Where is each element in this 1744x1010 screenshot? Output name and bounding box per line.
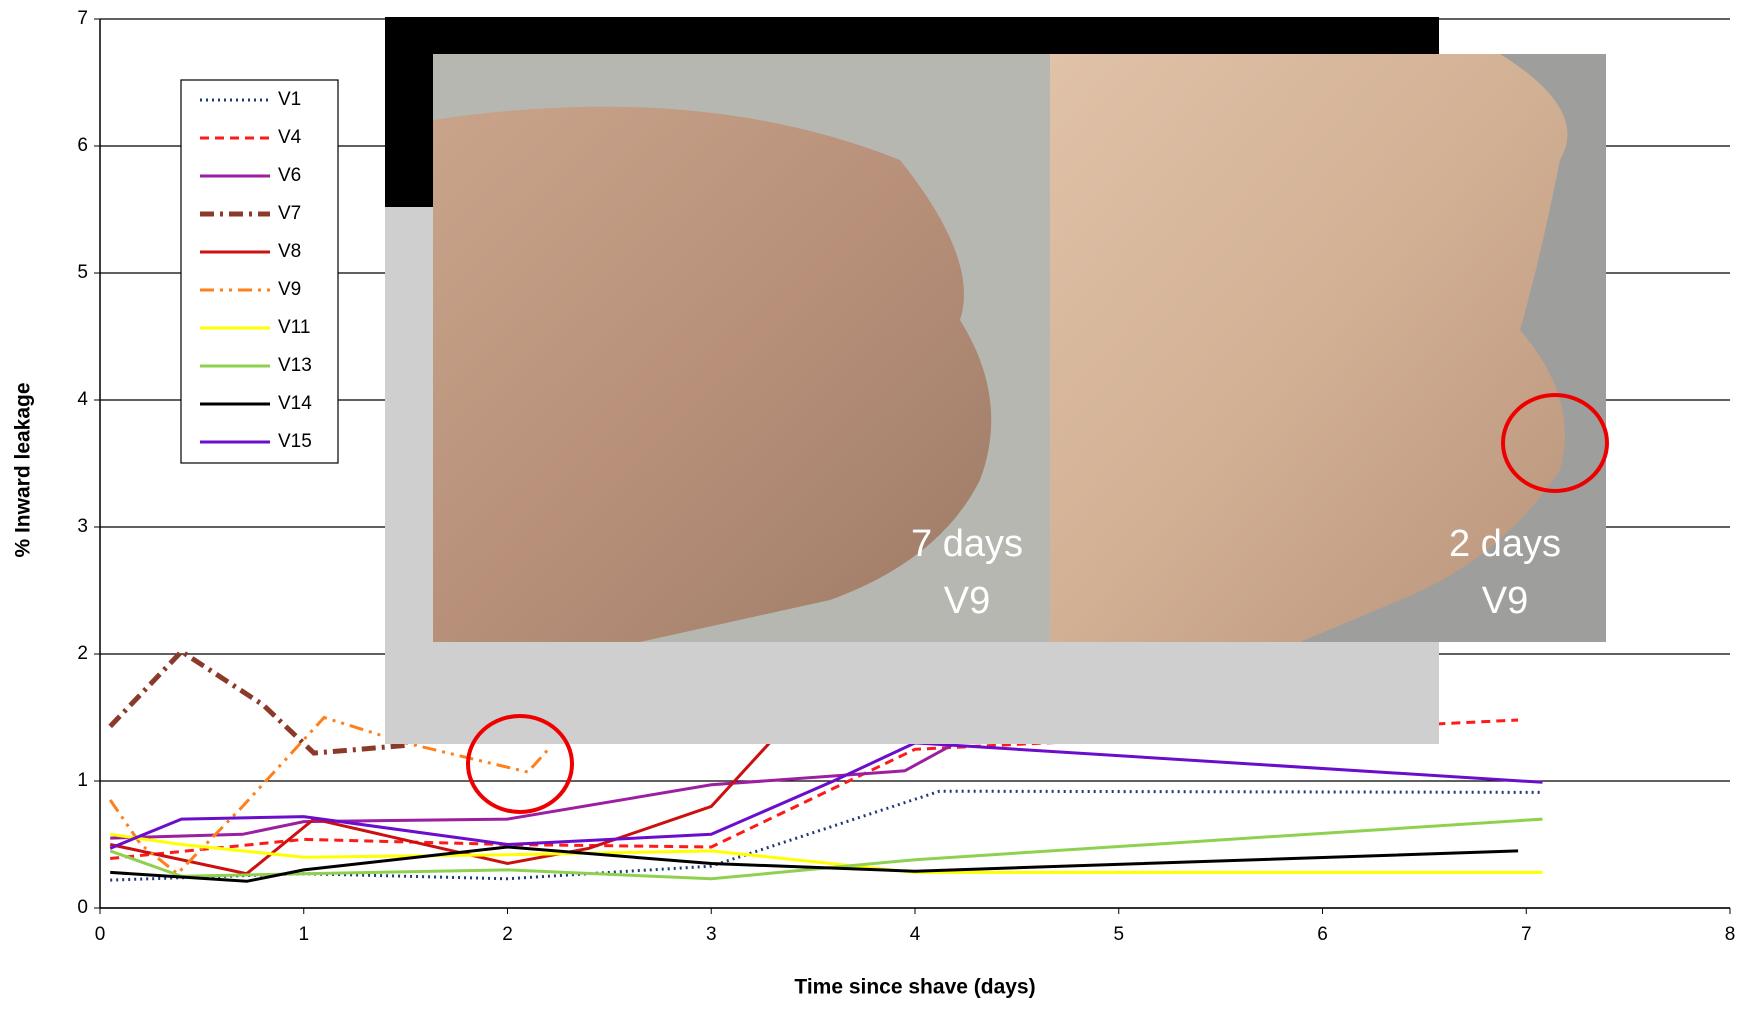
series-line — [110, 743, 956, 838]
y-tick-label: 7 — [77, 8, 88, 29]
legend-label: V13 — [278, 355, 312, 376]
x-tick-label: 3 — [706, 924, 717, 945]
legend-label: V6 — [278, 165, 301, 186]
series-line — [110, 652, 405, 754]
x-tick-label: 6 — [1317, 924, 1328, 945]
y-tick-label: 4 — [77, 389, 88, 410]
y-tick-label: 3 — [77, 516, 88, 537]
photo-overlay: 7 days V9 2 days V9 — [385, 17, 1607, 744]
legend-label: V1 — [278, 89, 301, 110]
x-tick-label: 7 — [1521, 924, 1532, 945]
annotation: V9 — [1482, 580, 1528, 622]
legend-label: V4 — [278, 127, 302, 148]
series-line — [110, 847, 1518, 881]
x-tick-label: 4 — [910, 924, 921, 945]
legend-label: V7 — [278, 203, 301, 224]
legend-label: V8 — [278, 241, 301, 262]
y-tick-label: 6 — [77, 135, 88, 156]
overlay-band — [385, 17, 1439, 57]
legend-label: V14 — [278, 393, 312, 414]
y-tick-label: 0 — [77, 897, 88, 918]
x-tick-label: 2 — [502, 924, 513, 945]
annotation: V9 — [944, 580, 990, 622]
series-line — [110, 819, 1542, 879]
annotation: 7 days — [911, 523, 1023, 565]
legend: V1 V4 V6 V7 V8 V9 V11 V13 V14 V15 — [181, 80, 338, 463]
x-tick-label: 1 — [298, 924, 309, 945]
x-tick-label: 5 — [1113, 924, 1124, 945]
legend-label: V11 — [278, 317, 310, 338]
annotation: 2 days — [1449, 523, 1561, 565]
x-axis-label: Time since shave (days) — [794, 976, 1035, 999]
y-tick-label: 2 — [77, 643, 88, 664]
y-tick-label: 1 — [77, 770, 88, 791]
overlay-band — [385, 17, 433, 207]
x-tick-label: 0 — [95, 924, 106, 945]
legend-label: V15 — [278, 431, 312, 452]
y-axis-label: % Inward leakage — [12, 382, 35, 557]
legend-label: V9 — [278, 279, 301, 300]
y-tick-label: 5 — [77, 262, 88, 283]
chart: 7 days V9 2 days V9 0 1 2 3 4 5 6 7 0 1 2 3 4 5 6 7 8 V1… — [0, 0, 1744, 1010]
x-tick-label: 8 — [1725, 924, 1736, 945]
